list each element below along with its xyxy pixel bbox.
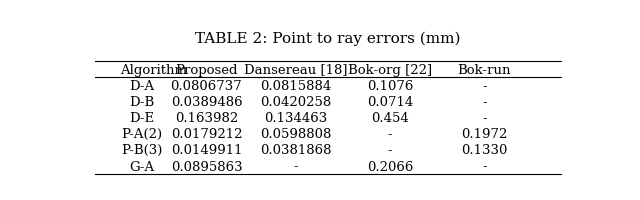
Text: D-E: D-E: [129, 112, 155, 125]
Text: 0.0179212: 0.0179212: [171, 128, 242, 141]
Text: Bok-org [22]: Bok-org [22]: [348, 64, 432, 77]
Text: Algorithm: Algorithm: [120, 64, 187, 77]
Text: 0.0598808: 0.0598808: [260, 128, 332, 141]
Text: Proposed: Proposed: [175, 64, 237, 77]
Text: Bok-run: Bok-run: [458, 64, 511, 77]
Text: P-A(2): P-A(2): [122, 128, 163, 141]
Text: -: -: [482, 96, 486, 109]
Text: P-B(3): P-B(3): [122, 144, 163, 157]
Text: -: -: [388, 128, 392, 141]
Text: -: -: [388, 144, 392, 157]
Text: 0.0806737: 0.0806737: [171, 80, 243, 93]
Text: D-A: D-A: [129, 80, 155, 93]
Text: 0.0815884: 0.0815884: [260, 80, 332, 93]
Text: Dansereau [18]: Dansereau [18]: [244, 64, 348, 77]
Text: -: -: [482, 161, 486, 174]
Text: 0.163982: 0.163982: [175, 112, 238, 125]
Text: -: -: [294, 161, 298, 174]
Text: 0.0420258: 0.0420258: [260, 96, 332, 109]
Text: 0.2066: 0.2066: [367, 161, 413, 174]
Text: -: -: [482, 80, 486, 93]
Text: TABLE 2: Point to ray errors (mm): TABLE 2: Point to ray errors (mm): [195, 32, 461, 46]
Text: G-A: G-A: [129, 161, 155, 174]
Text: 0.0714: 0.0714: [367, 96, 413, 109]
Text: 0.0895863: 0.0895863: [171, 161, 243, 174]
Text: 0.1330: 0.1330: [461, 144, 508, 157]
Text: 0.1076: 0.1076: [367, 80, 413, 93]
Text: D-B: D-B: [129, 96, 155, 109]
Text: 0.0389486: 0.0389486: [171, 96, 243, 109]
Text: 0.1972: 0.1972: [461, 128, 508, 141]
Text: 0.0381868: 0.0381868: [260, 144, 332, 157]
Text: 0.0149911: 0.0149911: [171, 144, 242, 157]
Text: 0.454: 0.454: [371, 112, 409, 125]
Text: 0.134463: 0.134463: [264, 112, 328, 125]
Text: -: -: [482, 112, 486, 125]
